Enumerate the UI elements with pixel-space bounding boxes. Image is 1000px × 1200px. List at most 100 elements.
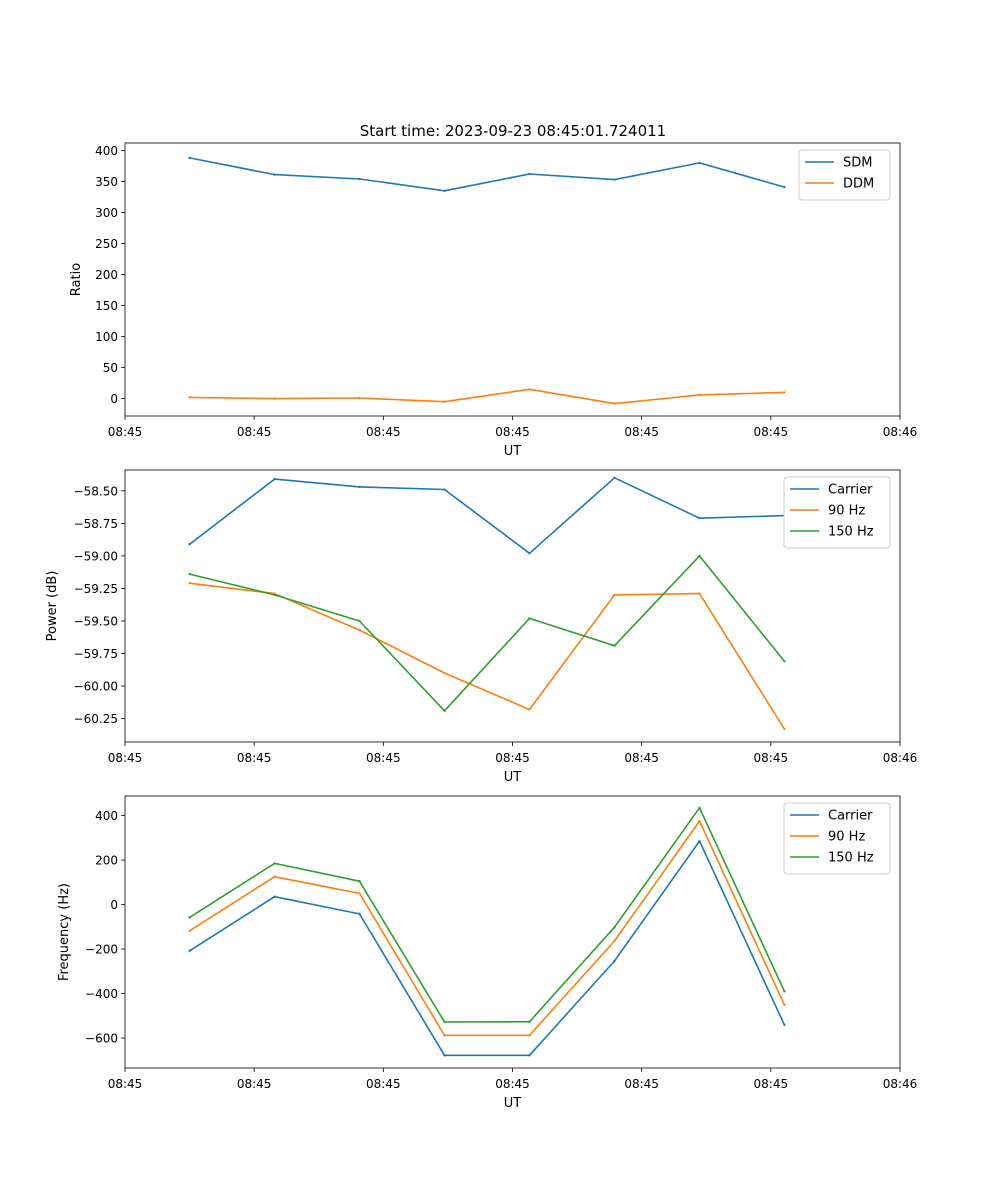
data-point — [358, 485, 361, 489]
y-tick-label: −58.75 — [74, 517, 118, 531]
series-line-90-hz — [189, 582, 786, 730]
legend-label: 90 Hz — [828, 504, 865, 519]
y-tick-label: 200 — [95, 268, 118, 282]
y-tick-label: 100 — [95, 330, 118, 344]
data-point — [613, 178, 616, 181]
y-tick-label: 50 — [103, 361, 118, 375]
data-point — [528, 1054, 531, 1057]
data-point — [613, 593, 616, 597]
x-tick-label: 08:45 — [366, 1077, 401, 1091]
data-point — [273, 895, 276, 898]
legend-label: 150 Hz — [828, 851, 874, 866]
series-line-150-hz — [189, 806, 786, 1023]
y-tick-label: −59.25 — [74, 582, 118, 596]
y-axis-label: Power (dB) — [45, 571, 60, 642]
y-tick-label: −600 — [85, 1031, 118, 1045]
chart-panel-3: 08:45 08:45 08:45 08:45 08:45 08:45 08:46 400 20… — [57, 795, 918, 1111]
data-point — [528, 708, 531, 711]
x-tick-label: 08:45 — [366, 425, 401, 439]
x-tick-label: 08:45 — [495, 1077, 530, 1091]
data-point — [698, 554, 701, 558]
y-tick-label: 0 — [110, 392, 118, 406]
data-point — [698, 516, 701, 520]
data-point — [528, 552, 531, 555]
data-point — [698, 393, 701, 397]
data-point — [443, 189, 446, 192]
data-point — [698, 839, 701, 843]
series-line-90-hz — [189, 820, 786, 1037]
data-point — [613, 959, 616, 963]
data-point — [443, 709, 446, 712]
x-axis-label: UT — [504, 770, 522, 785]
y-tick-label: −59.00 — [74, 549, 118, 563]
x-tick-label: 08:46 — [883, 1077, 918, 1091]
data-point — [613, 402, 616, 405]
y-axis-label: Frequency (Hz) — [57, 883, 72, 981]
data-point — [358, 177, 361, 181]
data-point — [443, 1020, 446, 1024]
data-point — [783, 727, 786, 731]
data-point — [188, 572, 191, 576]
data-point — [358, 912, 361, 916]
chart-panel-1: 08:45 08:45 08:45 08:45 08:45 08:45 08:46 0 50 10… — [69, 142, 917, 459]
data-point — [273, 862, 276, 865]
data-point — [188, 582, 191, 585]
data-point — [783, 1003, 786, 1007]
data-point — [528, 1034, 531, 1037]
data-point — [528, 388, 531, 391]
x-tick-label: 08:45 — [237, 1077, 272, 1091]
series-line-carrier — [189, 476, 785, 555]
data-point — [528, 617, 531, 620]
x-tick-label: 08:46 — [883, 751, 918, 765]
y-tick-label: −200 — [85, 943, 118, 957]
y-tick-label: 350 — [95, 175, 118, 189]
x-tick-label: 08:45 — [495, 425, 530, 439]
y-tick-label: 400 — [95, 144, 118, 158]
data-point — [613, 644, 616, 647]
data-point — [273, 593, 276, 597]
x-tick-label: 08:45 — [495, 751, 530, 765]
x-tick-label: 08:45 — [366, 751, 401, 765]
data-point — [358, 619, 361, 623]
data-point — [188, 542, 191, 546]
x-axis-label: UT — [504, 444, 522, 459]
x-tick-label: 08:45 — [754, 425, 789, 439]
data-point — [188, 949, 191, 952]
x-tick-label: 08:45 — [754, 1077, 789, 1091]
chart-panel-2: 08:45 08:45 08:45 08:45 08:45 08:45 08:46 −58.5… — [45, 469, 918, 785]
x-tick-label: 08:45 — [624, 1077, 659, 1091]
data-point — [188, 929, 191, 932]
data-point — [358, 879, 361, 883]
plot-frame — [124, 142, 901, 417]
data-point — [698, 806, 701, 809]
data-point — [613, 926, 616, 929]
data-point — [273, 875, 276, 878]
y-tick-label: −59.50 — [74, 614, 118, 628]
y-tick-label: −58.50 — [74, 484, 118, 498]
data-point — [443, 400, 446, 403]
legend: SDM DDM — [798, 149, 891, 201]
data-point — [613, 476, 616, 480]
data-point — [698, 592, 701, 595]
data-point — [783, 391, 786, 394]
data-point — [528, 172, 531, 176]
data-point — [273, 477, 276, 481]
data-point — [443, 671, 446, 675]
data-point — [358, 892, 361, 895]
x-tick-label: 08:45 — [237, 751, 272, 765]
x-axis-label: UT — [504, 1096, 522, 1111]
legend-label: 90 Hz — [828, 830, 865, 845]
data-point — [528, 1020, 531, 1023]
y-tick-label: −60.25 — [74, 712, 118, 726]
series-line-carrier — [189, 840, 786, 1057]
data-point — [358, 396, 361, 400]
data-point — [783, 990, 786, 993]
data-point — [443, 1054, 446, 1057]
y-tick-label: 400 — [95, 809, 118, 823]
x-tick-label: 08:45 — [237, 425, 272, 439]
x-tick-label: 08:45 — [108, 751, 143, 765]
y-tick-label: 150 — [95, 299, 118, 313]
y-tick-label: −60.00 — [74, 680, 118, 694]
data-point — [783, 660, 786, 663]
y-tick-label: 200 — [95, 854, 118, 868]
